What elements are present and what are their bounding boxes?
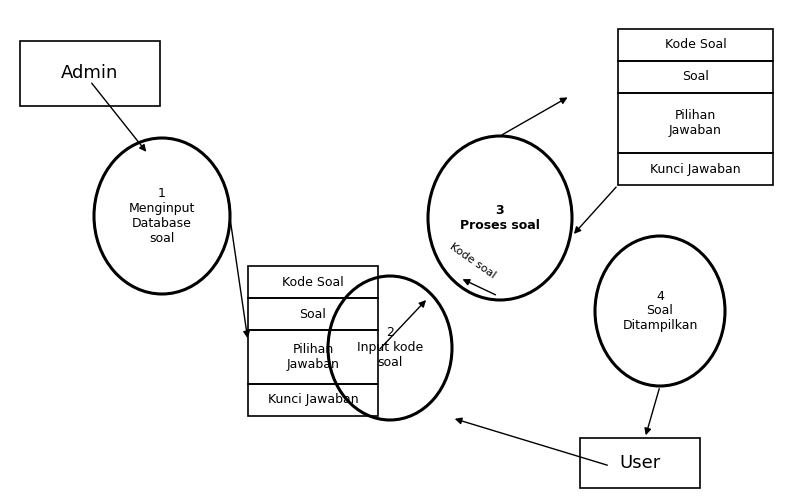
Text: 1
Menginput
Database
soal: 1 Menginput Database soal xyxy=(128,187,196,245)
Bar xyxy=(20,41,160,106)
Bar xyxy=(618,153,773,185)
Text: Kode soal: Kode soal xyxy=(448,242,498,280)
Text: Admin: Admin xyxy=(61,64,119,82)
Bar xyxy=(248,384,378,416)
Text: Kunci Jawaban: Kunci Jawaban xyxy=(267,393,358,407)
Bar xyxy=(618,61,773,93)
Bar xyxy=(248,330,378,384)
Text: Soal: Soal xyxy=(682,70,709,83)
Bar xyxy=(580,438,700,488)
Text: 3
Proses soal: 3 Proses soal xyxy=(460,204,540,232)
Bar xyxy=(248,298,378,330)
Bar xyxy=(618,93,773,153)
Text: Soal: Soal xyxy=(299,308,326,320)
Text: 2
Input kode
soal: 2 Input kode soal xyxy=(357,326,423,370)
Text: 4
Soal
Ditampilkan: 4 Soal Ditampilkan xyxy=(622,290,697,332)
Text: Pilihan
Jawaban: Pilihan Jawaban xyxy=(286,343,339,371)
Text: Kunci Jawaban: Kunci Jawaban xyxy=(650,163,741,176)
Text: User: User xyxy=(619,454,661,472)
Bar xyxy=(248,266,378,298)
Text: Pilihan
Jawaban: Pilihan Jawaban xyxy=(669,109,722,137)
Text: Kode Soal: Kode Soal xyxy=(665,39,726,52)
Bar xyxy=(618,29,773,61)
Text: Kode Soal: Kode Soal xyxy=(282,275,344,289)
